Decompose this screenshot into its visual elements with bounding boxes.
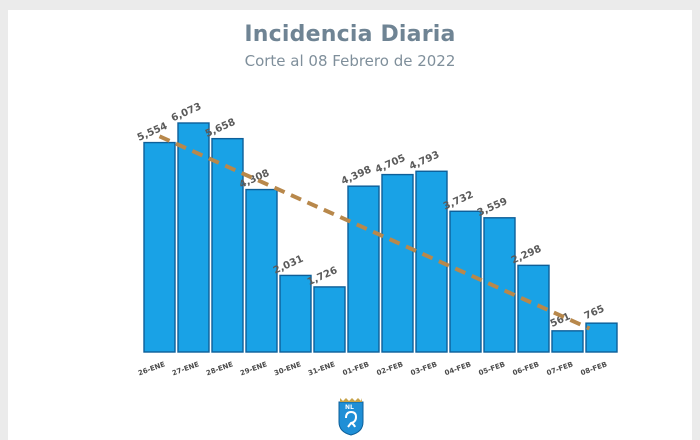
x-tick-label: 02-FEB [376,360,405,377]
chart-title: Incidencia Diaria [244,22,456,47]
x-tick-label: 04-FEB [444,360,473,377]
bar-31-ene [313,286,346,353]
bar-01-feb [347,185,380,353]
data-label: 5,658 [204,117,237,140]
x-tick-label: 27-ENE [171,360,200,377]
x-tick-label: 08-FEB [580,360,609,377]
x-tick-label: 03-FEB [410,360,439,377]
bar-29-ene [245,188,278,353]
data-label: 1,726 [306,265,339,288]
data-label: 4,705 [374,153,407,176]
bar-27-ene [177,122,210,353]
bar-07-feb [551,330,584,353]
bar-26-ene [143,141,176,353]
data-label: 4,793 [408,150,441,173]
x-tick-label: 06-FEB [512,360,541,377]
x-tick-label: 05-FEB [478,360,507,377]
bar-08-feb [585,322,618,353]
bar-28-ene [211,137,244,353]
x-tick-label: 31-ENE [307,360,336,377]
chart-subtitle: Corte al 08 Febrero de 2022 [244,52,456,70]
data-label: 4,398 [340,164,373,187]
logo-text: NL [345,404,354,411]
data-label: 765 [583,304,607,323]
data-label: 6,073 [170,101,203,124]
x-tick-label: 28-ENE [205,360,234,377]
x-tick-label: 01-FEB [342,360,371,377]
data-label: 3,559 [476,196,509,219]
bar-02-feb [381,173,414,353]
bar-05-feb [483,217,516,353]
bar-30-ene [279,274,312,353]
bar-04-feb [449,210,482,353]
x-tick-label: 29-ENE [239,360,268,377]
nuevo-leon-logo-icon: NL [338,398,364,436]
trend-line [158,134,591,331]
x-tick-label: 07-FEB [546,360,575,377]
x-tick-label: 30-ENE [273,360,302,377]
x-tick-label: 26-ENE [137,360,166,377]
